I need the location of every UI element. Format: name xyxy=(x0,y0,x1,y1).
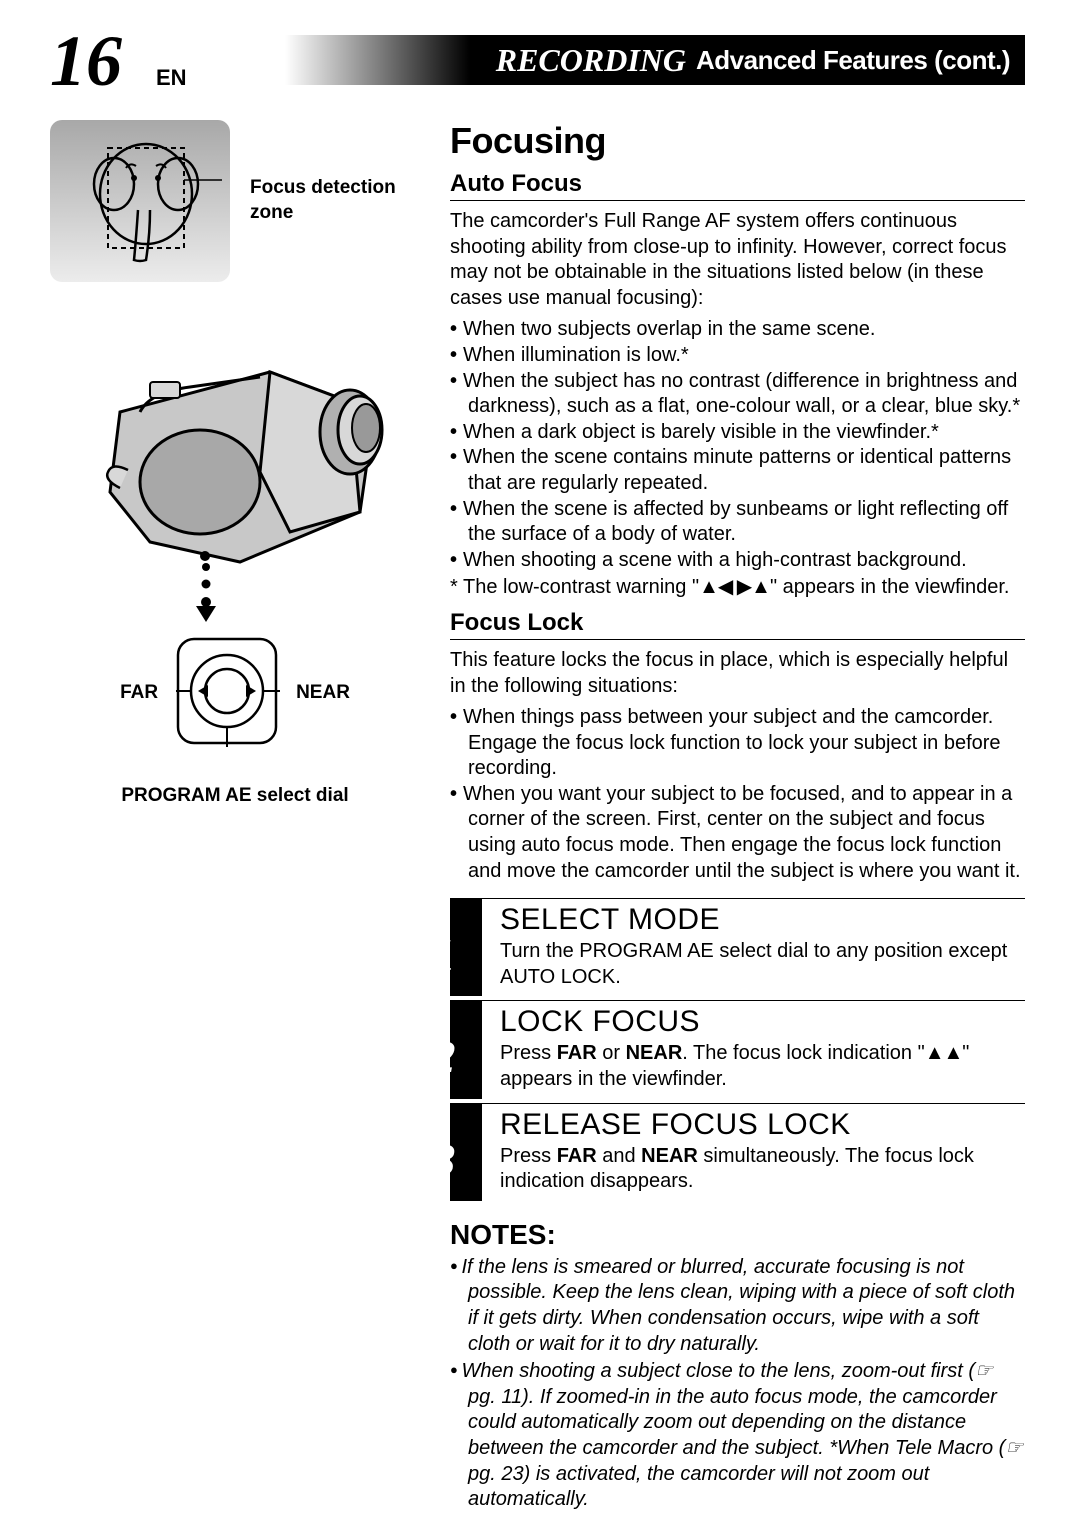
camcorder-illustration xyxy=(50,322,420,622)
low-contrast-footnote: * The low-contrast warning "▲◀ ▶▲" appea… xyxy=(450,575,1025,601)
elephant-icon xyxy=(50,120,230,282)
step-body: Press FAR and NEAR simultaneously. The f… xyxy=(500,1144,1025,1195)
dial-caption: PROGRAM AE select dial xyxy=(50,785,420,807)
far-label: FAR xyxy=(120,682,158,704)
left-column: Focus detection zone xyxy=(50,120,420,1515)
focus-lock-glyph-icon: ▲▲ xyxy=(925,1042,963,1064)
auto-focus-bullets: When two subjects overlap in the same sc… xyxy=(450,317,1025,573)
af-bullet: When the scene is affected by sunbeams o… xyxy=(450,497,1025,548)
focus-zone-figure: Focus detection zone xyxy=(50,120,420,282)
step-body: Turn the PROGRAM AE select dial to any p… xyxy=(500,939,1025,990)
auto-focus-intro: The camcorder's Full Range AF system off… xyxy=(450,209,1025,311)
warning-glyph-icon: ▲◀ ▶▲ xyxy=(699,576,770,598)
af-bullet: When the subject has no contrast (differ… xyxy=(450,369,1025,420)
header-title-main: RECORDING xyxy=(496,42,686,79)
step-3: 3 RELEASE FOCUS LOCK Press FAR and NEAR … xyxy=(450,1103,1025,1201)
step-number: 3 xyxy=(420,1133,468,1186)
af-bullet: When illumination is low.* xyxy=(450,343,1025,369)
focusing-title: Focusing xyxy=(450,120,1025,162)
step-title: RELEASE FOCUS LOCK xyxy=(500,1108,1025,1142)
steps-list: 1 SELECT MODE Turn the PROGRAM AE select… xyxy=(450,898,1025,1201)
auto-focus-heading: Auto Focus xyxy=(450,170,1025,201)
step-title: SELECT MODE xyxy=(500,903,1025,937)
page-header: 16 EN RECORDING Advanced Features (cont.… xyxy=(50,35,1025,95)
fl-bullet: When things pass between your subject an… xyxy=(450,705,1025,782)
dial-row: FAR NEAR xyxy=(50,637,420,749)
af-bullet: When two subjects overlap in the same sc… xyxy=(450,317,1025,343)
step-2: 2 LOCK FOCUS Press FAR or NEAR. The focu… xyxy=(450,1000,1025,1098)
step-1: 1 SELECT MODE Turn the PROGRAM AE select… xyxy=(450,898,1025,996)
lang-label: EN xyxy=(156,65,187,91)
fl-bullet: When you want your subject to be focused… xyxy=(450,782,1025,884)
note-item: If the lens is smeared or blurred, accur… xyxy=(450,1255,1025,1357)
near-label: NEAR xyxy=(296,682,350,704)
right-column: Focusing Auto Focus The camcorder's Full… xyxy=(450,120,1025,1515)
dial-illustration xyxy=(172,637,282,749)
notes-heading: NOTES: xyxy=(450,1219,1025,1251)
header-title-sub: Advanced Features (cont.) xyxy=(696,45,1010,76)
step-title: LOCK FOCUS xyxy=(500,1005,1025,1039)
viewfinder-illustration xyxy=(50,120,230,282)
step-number: 1 xyxy=(420,928,468,981)
af-bullet: When the scene contains minute patterns … xyxy=(450,445,1025,496)
af-bullet: When a dark object is barely visible in … xyxy=(450,420,1025,446)
focus-lock-bullets: When things pass between your subject an… xyxy=(450,705,1025,884)
notes-list: If the lens is smeared or blurred, accur… xyxy=(450,1255,1025,1513)
footnote-post: " appears in the viewfinder. xyxy=(770,576,1009,598)
af-bullet: When shooting a scene with a high-contra… xyxy=(450,548,1025,574)
footnote-pre: * The low-contrast warning " xyxy=(450,576,699,598)
step-body: Press FAR or NEAR. The focus lock indica… xyxy=(500,1041,1025,1092)
page-number: 16 xyxy=(50,20,122,103)
dotted-arrow xyxy=(196,563,216,622)
note-item: When shooting a subject close to the len… xyxy=(450,1359,1025,1513)
camcorder-figure: FAR NEAR PROGRAM AE select dial xyxy=(50,322,420,807)
focus-zone-label: Focus detection zone xyxy=(250,176,420,225)
focus-lock-heading: Focus Lock xyxy=(450,609,1025,640)
step-number: 2 xyxy=(420,1030,468,1083)
main-columns: Focus detection zone xyxy=(50,120,1025,1515)
header-bar: RECORDING Advanced Features (cont.) xyxy=(285,35,1025,85)
focus-lock-intro: This feature locks the focus in place, w… xyxy=(450,648,1025,699)
